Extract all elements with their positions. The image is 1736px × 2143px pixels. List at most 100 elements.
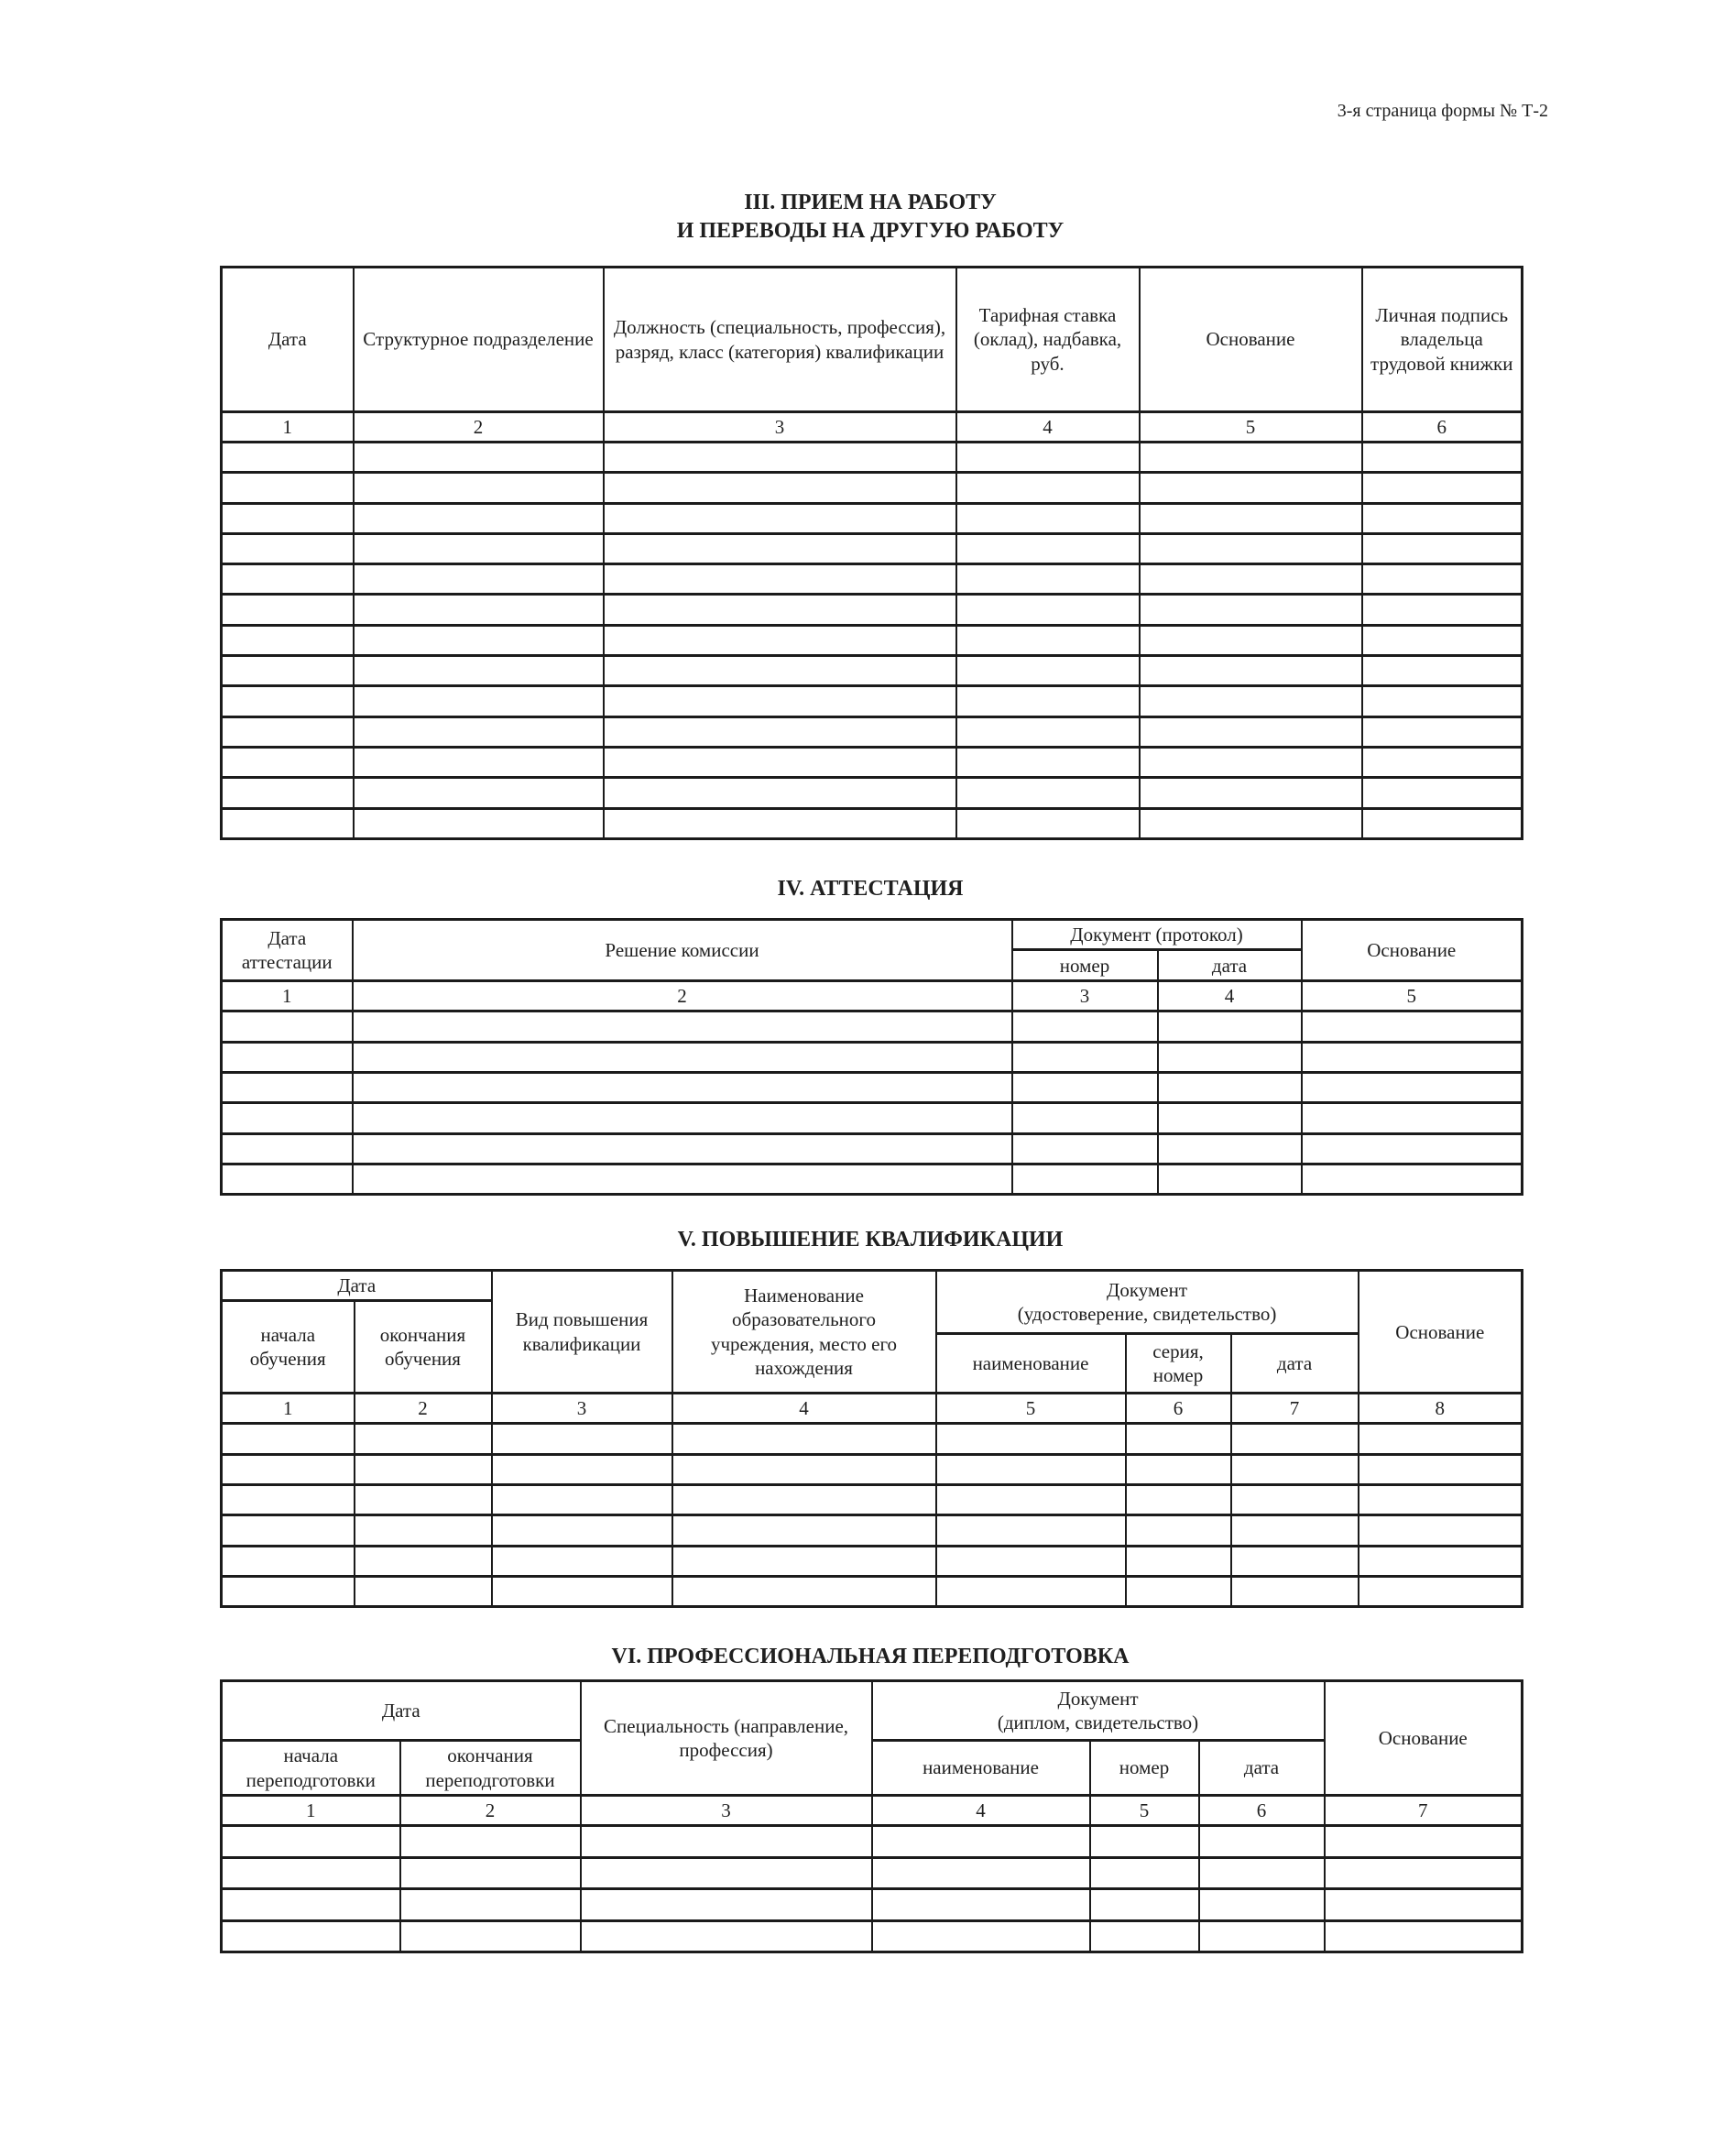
group-header-date: Дата	[220, 1679, 582, 1742]
col-header-retraining-start: начала переподготовки	[220, 1739, 401, 1797]
empty-cell	[1156, 1071, 1303, 1105]
column-number-cell: 5	[1088, 1794, 1200, 1827]
col-header-structural-unit: Структурное подразделение	[352, 266, 605, 413]
empty-cell	[220, 531, 355, 566]
empty-cell	[490, 1544, 673, 1578]
column-number-cell: 4	[671, 1392, 937, 1426]
empty-cell	[399, 1824, 582, 1859]
empty-cell	[352, 654, 605, 688]
column-number-row: 1 2 3 4 5 6	[220, 410, 1523, 443]
empty-cell	[1360, 806, 1523, 840]
empty-cell	[220, 1040, 354, 1075]
empty-cell	[1357, 1422, 1523, 1456]
empty-cell	[1138, 806, 1363, 840]
empty-cell	[1197, 1887, 1326, 1922]
empty-cell	[490, 1574, 673, 1609]
empty-cell	[1010, 1040, 1159, 1075]
empty-row	[220, 1010, 1523, 1044]
empty-cell	[352, 501, 605, 535]
column-number-cell: 1	[220, 979, 354, 1013]
empty-cell	[1138, 745, 1363, 780]
empty-cell	[220, 1132, 354, 1165]
col-header-training-end: окончания обучения	[353, 1299, 493, 1395]
column-number-cell: 5	[934, 1392, 1127, 1426]
empty-row	[220, 501, 1523, 535]
empty-cell	[1010, 1010, 1159, 1044]
empty-cell	[1360, 623, 1523, 658]
empty-cell	[1357, 1574, 1523, 1609]
col-header-basis: Основание	[1138, 266, 1363, 413]
group-header-document: Документ (диплом, свидетельство)	[870, 1679, 1326, 1742]
empty-cell	[934, 1574, 1127, 1609]
empty-cell	[1360, 715, 1523, 749]
empty-cell	[220, 1919, 401, 1953]
empty-cell	[353, 1514, 493, 1547]
empty-cell	[602, 471, 957, 505]
empty-cell	[220, 440, 355, 475]
section-6-title: VI. ПРОФЕССИОНАЛЬНАЯ ПЕРЕПОДГОТОВКА	[611, 1645, 1130, 1668]
col-header-basis: Основание	[1357, 1268, 1523, 1395]
qualification-table-body	[220, 1422, 1523, 1609]
column-number-cell: 7	[1323, 1794, 1523, 1827]
empty-cell	[353, 1544, 493, 1578]
empty-cell	[955, 715, 1141, 749]
empty-cell	[1124, 1544, 1232, 1578]
group-header-document-line-2: (диплом, свидетельство)	[997, 1711, 1199, 1733]
section-3-title-line-2: И ПЕРЕВОДЫ НА ДРУГУЮ РАБОТУ	[676, 218, 1065, 243]
empty-cell	[934, 1452, 1127, 1487]
empty-cell	[870, 1855, 1091, 1890]
retraining-table-body	[220, 1824, 1523, 1953]
col-header-position: Должность (специальность, профессия), ра…	[602, 266, 957, 413]
col-header-specialty: Специальность (направление, профессия)	[579, 1679, 873, 1797]
empty-row	[220, 1422, 1523, 1456]
empty-cell	[602, 531, 957, 566]
empty-cell	[1229, 1422, 1359, 1456]
empty-row	[220, 684, 1523, 718]
empty-cell	[220, 1162, 354, 1197]
page-corner-note: 3-я страница формы № Т-2	[1337, 101, 1548, 121]
empty-cell	[1300, 1010, 1523, 1044]
col-header-doc-date: дата	[1229, 1332, 1359, 1395]
column-number-row: 1 2 3 4 5	[220, 979, 1523, 1013]
col-header-doc-number: номер	[1088, 1739, 1200, 1797]
empty-cell	[1300, 1101, 1523, 1135]
empty-cell	[602, 745, 957, 780]
empty-row	[220, 806, 1523, 840]
empty-cell	[602, 776, 957, 810]
empty-cell	[353, 1452, 493, 1487]
empty-cell	[220, 563, 355, 596]
empty-cell	[220, 1452, 355, 1487]
qualification-table-header: Дата Вид повышения квалификации Наименов…	[220, 1268, 1523, 1395]
empty-cell	[1360, 531, 1523, 566]
employment-table-header: Дата Структурное подразделение Должность…	[220, 266, 1523, 413]
col-header-doc-name: наименование	[934, 1332, 1127, 1395]
empty-cell	[934, 1483, 1127, 1517]
empty-row	[220, 1071, 1523, 1105]
empty-row	[220, 1162, 1523, 1197]
column-number-cell: 2	[352, 410, 605, 443]
empty-cell	[1229, 1483, 1359, 1517]
col-header-doc-date: дата	[1156, 948, 1303, 983]
empty-cell	[1300, 1040, 1523, 1075]
empty-cell	[955, 440, 1141, 475]
empty-cell	[1156, 1040, 1303, 1075]
empty-cell	[934, 1544, 1127, 1578]
col-header-training-kind: Вид повышения квалификации	[490, 1268, 673, 1395]
empty-cell	[579, 1855, 873, 1890]
empty-cell	[1138, 563, 1363, 596]
empty-row	[220, 623, 1523, 658]
column-number-cell: 4	[955, 410, 1141, 443]
empty-cell	[220, 593, 355, 627]
empty-cell	[579, 1887, 873, 1922]
column-number-cell: 6	[1197, 1794, 1326, 1827]
empty-cell	[1323, 1824, 1523, 1859]
empty-cell	[351, 1010, 1013, 1044]
empty-cell	[955, 501, 1141, 535]
column-number-cell: 4	[1156, 979, 1303, 1013]
empty-cell	[671, 1514, 937, 1547]
empty-cell	[1197, 1855, 1326, 1890]
empty-cell	[352, 806, 605, 840]
empty-cell	[955, 654, 1141, 688]
empty-cell	[934, 1422, 1127, 1456]
empty-cell	[1360, 593, 1523, 627]
